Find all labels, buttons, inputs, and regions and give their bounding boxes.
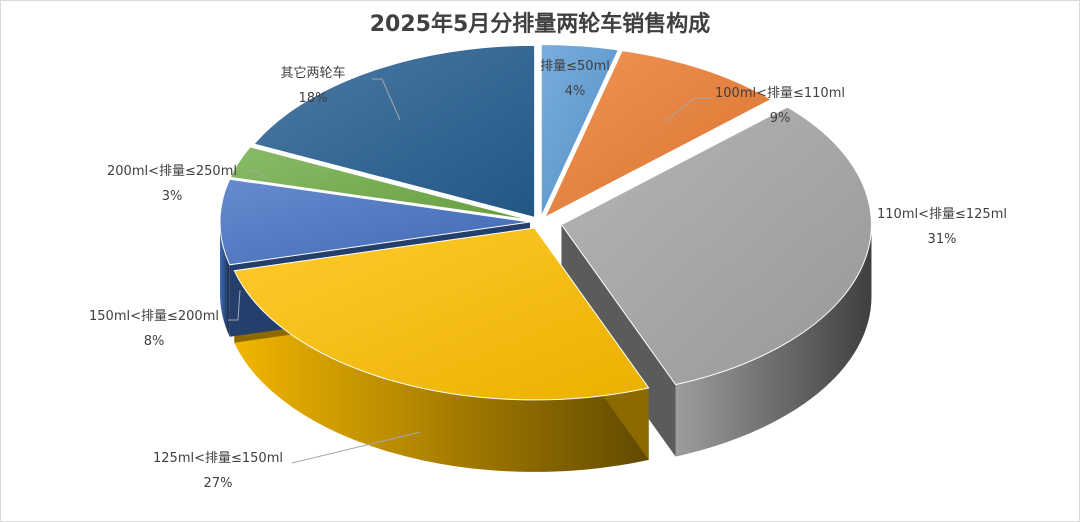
pie-slice-4 <box>233 227 650 401</box>
pie-slice-side <box>220 222 230 337</box>
slice-percent: 3% <box>162 189 183 204</box>
pie-slice-1 <box>540 43 620 217</box>
leader-line <box>664 97 713 123</box>
pie-slice-side <box>234 270 649 472</box>
slice-label: 200ml<排量≤250ml <box>107 164 237 179</box>
slice-percent: 31% <box>928 232 957 247</box>
slice-label: 其它两轮车 <box>280 65 345 81</box>
slice-label: 100ml<排量≤110ml <box>715 86 845 101</box>
slice-percent: 18% <box>299 91 328 106</box>
slice-percent: 4% <box>565 84 586 99</box>
pie-slice-3 <box>560 106 872 386</box>
slice-label: 110ml<排量≤125ml <box>877 207 1007 222</box>
leader-line <box>372 78 401 121</box>
leader-line <box>291 431 421 464</box>
slice-label: 150ml<排量≤200ml <box>89 309 219 324</box>
slice-label: 125ml<排量≤150ml <box>153 451 283 466</box>
leader-line <box>246 170 271 183</box>
slice-percent: 27% <box>204 476 233 491</box>
pie-slice-5 <box>219 178 531 266</box>
pie-slice-side <box>675 224 872 457</box>
pie-slice-7 <box>253 44 536 218</box>
pie-slice-6 <box>229 146 531 221</box>
pie-slice-2 <box>544 50 773 219</box>
chart-title: 2025年5月分排量两轮车销售构成 <box>369 12 711 37</box>
leader-line <box>228 289 241 321</box>
slice-percent: 8% <box>144 334 165 349</box>
slice-label: 排量≤50ml <box>540 59 610 74</box>
slice-percent: 9% <box>770 111 791 126</box>
